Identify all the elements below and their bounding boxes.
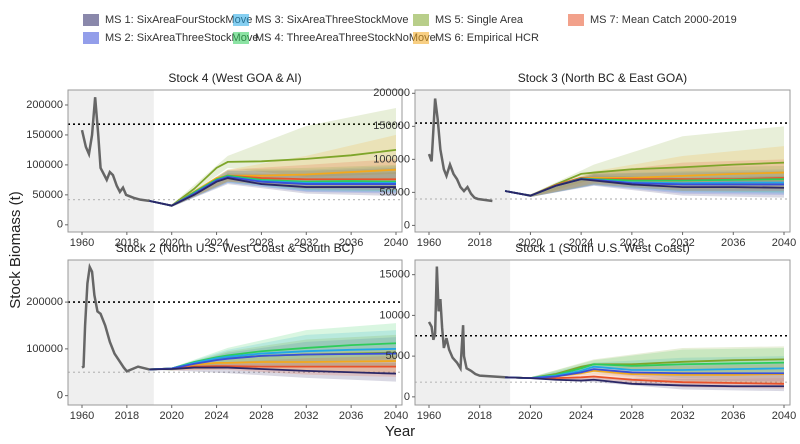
projection-line — [149, 366, 397, 375]
panel-border — [67, 259, 403, 406]
plot-area — [415, 90, 790, 232]
y-tick-label: 200000 — [26, 99, 63, 111]
uncertainty-band — [149, 166, 396, 207]
x-tick-label: 2032 — [294, 410, 318, 422]
x-tick-label: 1960 — [70, 237, 94, 249]
x-tick-label: 2018 — [115, 237, 139, 249]
x-tick-label: 2032 — [294, 237, 318, 249]
y-tick-label: 200000 — [373, 87, 410, 99]
x-tick-label: 2024 — [569, 410, 593, 422]
legend-swatch — [233, 14, 249, 26]
x-tick-label: 2024 — [204, 410, 228, 422]
panel-title: Stock 2 (North U.S. West Coast & South B… — [116, 241, 355, 255]
legend-swatch — [568, 14, 584, 26]
y-tick-label: 15000 — [379, 269, 410, 281]
y-tick-label: 0 — [57, 390, 63, 402]
y-tick-label: 5000 — [386, 350, 410, 362]
uncertainty-band — [505, 165, 784, 197]
y-tick-label: 150000 — [373, 120, 410, 132]
y-tick-label: 0 — [404, 219, 410, 231]
y-tick-label: 50000 — [32, 189, 63, 201]
y-tick-label: 0 — [57, 219, 63, 231]
legend-swatch — [83, 32, 99, 44]
uncertainty-band — [149, 134, 396, 207]
x-tick-label: 2032 — [670, 237, 694, 249]
projection-line — [504, 178, 785, 197]
historical-line — [427, 98, 493, 203]
x-tick-label: 2028 — [249, 410, 273, 422]
x-tick-label: 2040 — [772, 410, 796, 422]
historical-shade — [68, 90, 154, 232]
x-tick-label: 2020 — [518, 237, 542, 249]
x-tick-label: 2020 — [518, 410, 542, 422]
projection-line — [505, 368, 784, 380]
plot-area — [415, 260, 790, 405]
x-tick-label: 2028 — [620, 237, 644, 249]
uncertainty-band — [149, 164, 396, 207]
historical-shade — [415, 90, 511, 232]
x-tick-label: 2020 — [159, 410, 183, 422]
y-tick-label: 100000 — [373, 153, 410, 165]
x-axis-title: Year — [385, 423, 415, 440]
y-tick-label: 10000 — [379, 309, 410, 321]
panel-border — [67, 89, 403, 233]
historical-shade — [68, 260, 154, 405]
legend-label: MS 6: Empirical HCR — [435, 32, 539, 44]
x-tick-label: 2018 — [467, 410, 491, 422]
panel-title: Stock 4 (West GOA & AI) — [168, 71, 301, 85]
panel-title: Stock 1 (South U.S. West Coast) — [515, 241, 690, 255]
x-tick-label: 1960 — [417, 237, 441, 249]
x-tick-label: 2024 — [569, 237, 593, 249]
projection-line — [149, 177, 396, 207]
y-tick-label: 200000 — [26, 296, 63, 308]
plot-area — [68, 90, 402, 232]
projection-line — [149, 352, 397, 371]
legend-swatch — [233, 32, 249, 44]
legend-label: MS 1: SixAreaFourStockMove — [105, 14, 252, 26]
y-tick-label: 50000 — [379, 186, 410, 198]
x-tick-label: 1960 — [70, 410, 94, 422]
legend-label: MS 2: SixAreaThreeStockMove — [105, 32, 258, 44]
x-tick-label: 2040 — [384, 237, 408, 249]
x-tick-label: 1960 — [417, 410, 441, 422]
legend-label: MS 4: ThreeAreaThreeStockNoMove — [255, 32, 436, 44]
x-tick-label: 2032 — [670, 410, 694, 422]
x-tick-label: 2036 — [721, 410, 745, 422]
legend-swatch — [413, 14, 429, 26]
legend-swatch — [413, 32, 429, 44]
x-tick-label: 2024 — [204, 237, 228, 249]
x-tick-label: 2018 — [467, 237, 491, 249]
x-tick-label: 2036 — [721, 237, 745, 249]
uncertainty-band — [149, 107, 396, 207]
x-tick-label: 2028 — [249, 237, 273, 249]
x-tick-label: 2028 — [620, 410, 644, 422]
panel-title: Stock 3 (North BC & East GOA) — [518, 71, 687, 85]
uncertainty-band — [149, 167, 396, 207]
y-axis-title: Stock Biomass (t) — [7, 191, 24, 309]
x-tick-label: 2020 — [159, 237, 183, 249]
x-tick-label: 2036 — [339, 410, 363, 422]
x-tick-label: 2040 — [772, 237, 796, 249]
legend-label: MS 3: SixAreaThreeStockMove — [255, 14, 408, 26]
historical-line — [427, 266, 506, 379]
x-tick-label: 2040 — [384, 410, 408, 422]
legend-label: MS 7: Mean Catch 2000-2019 — [590, 14, 737, 26]
y-tick-label: 0 — [404, 391, 410, 403]
legend-swatch — [83, 14, 99, 26]
historical-line — [81, 262, 150, 373]
y-tick-label: 100000 — [26, 159, 63, 171]
projection-line — [505, 376, 784, 388]
panel-border — [414, 259, 791, 406]
x-tick-label: 2036 — [339, 237, 363, 249]
y-tick-label: 150000 — [26, 129, 63, 141]
y-tick-label: 100000 — [26, 343, 63, 355]
x-tick-label: 2018 — [115, 410, 139, 422]
historical-line — [80, 97, 150, 203]
legend-label: MS 5: Single Area — [435, 14, 524, 26]
plot-area — [68, 260, 402, 405]
panel-border — [414, 89, 791, 233]
